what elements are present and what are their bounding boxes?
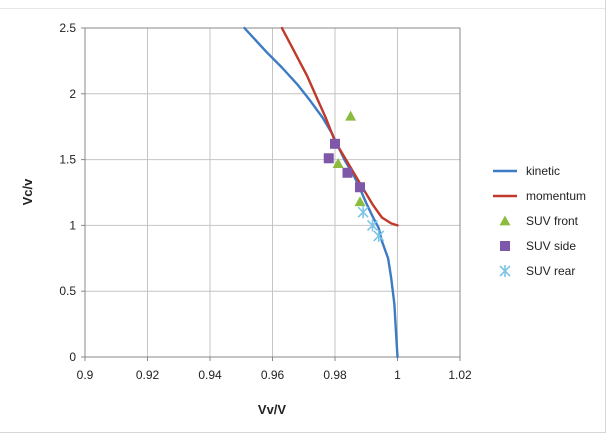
legend-item-suv-rear: SUV rear bbox=[500, 264, 575, 278]
y-tick-label: 1 bbox=[69, 218, 76, 232]
legend-label-kinetic: kinetic bbox=[526, 164, 560, 178]
y-tick-label: 0 bbox=[69, 350, 76, 364]
legend-swatch-suv-rear bbox=[500, 265, 510, 277]
legend-swatch-suv-front bbox=[500, 216, 511, 226]
kinetic-line bbox=[244, 28, 397, 357]
gridlines bbox=[85, 28, 460, 357]
x-tick-label: 0.96 bbox=[261, 368, 285, 382]
legend-item-suv-side: SUV side bbox=[500, 239, 576, 253]
suv-side-marker bbox=[355, 182, 365, 192]
legend-label-suv-side: SUV side bbox=[526, 239, 576, 253]
suv-side-marker bbox=[343, 168, 353, 178]
x-tick-label: 0.98 bbox=[323, 368, 347, 382]
x-tick-label: 0.94 bbox=[198, 368, 222, 382]
legend-item-suv-front: SUV front bbox=[500, 214, 579, 228]
legend-label-suv-rear: SUV rear bbox=[526, 264, 575, 278]
legend-label-suv-front: SUV front bbox=[526, 214, 579, 228]
x-tick-label: 1.02 bbox=[448, 368, 472, 382]
y-tick-label: 2 bbox=[69, 87, 76, 101]
suv-side-marker bbox=[330, 139, 340, 149]
x-axis-ticks: 0.9 0.92 0.94 0.96 0.98 1 1.02 bbox=[77, 357, 472, 382]
legend: kinetic momentum SUV front SUV side SUV rear bbox=[493, 164, 586, 278]
series-lines bbox=[244, 28, 397, 357]
y-axis-label: Vc/v bbox=[20, 178, 35, 206]
legend-item-momentum: momentum bbox=[493, 189, 586, 203]
legend-label-momentum: momentum bbox=[526, 189, 586, 203]
suv-front-marker bbox=[345, 111, 356, 121]
x-tick-label: 0.9 bbox=[77, 368, 94, 382]
y-tick-label: 0.5 bbox=[59, 284, 76, 298]
legend-item-kinetic: kinetic bbox=[493, 164, 560, 178]
y-axis-ticks: 0 0.5 1 1.5 2 2.5 bbox=[59, 21, 85, 364]
y-tick-label: 2.5 bbox=[59, 21, 76, 35]
x-tick-label: 0.92 bbox=[136, 368, 160, 382]
suv-side-marker bbox=[324, 153, 334, 163]
suv-rear-marker bbox=[358, 206, 368, 218]
suv-rear-marker bbox=[374, 230, 384, 242]
momentum-line bbox=[282, 28, 398, 225]
legend-swatch-suv-side bbox=[500, 241, 510, 251]
x-axis-label: Vv/V bbox=[258, 402, 287, 417]
y-tick-label: 1.5 bbox=[59, 153, 76, 167]
x-tick-label: 1 bbox=[394, 368, 401, 382]
